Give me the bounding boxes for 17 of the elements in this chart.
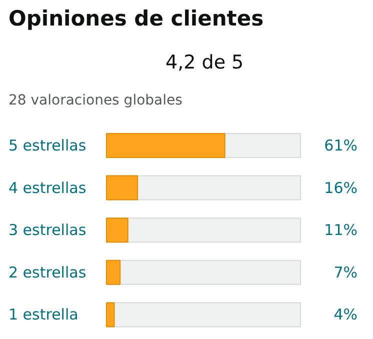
bar [106, 175, 138, 200]
data-label: 16% [324, 178, 358, 197]
y-tick-label: 4 estrellas [8, 178, 86, 197]
data-label: 4% [334, 306, 358, 324]
chart-subtitle: 4,2 de 5 [166, 52, 244, 74]
y-tick-label: 5 estrellas [8, 136, 86, 154]
bar [106, 218, 128, 243]
data-label: 7% [334, 263, 358, 282]
bar [106, 260, 121, 285]
y-tick-label: 1 estrella [8, 306, 78, 324]
data-label: 11% [324, 221, 358, 240]
y-tick-label: 3 estrellas [8, 221, 86, 240]
chart-title: Opiniones de clientes [8, 6, 264, 30]
bar [106, 302, 115, 328]
y-tick-label: 2 estrellas [8, 263, 86, 282]
data-label: 61% [324, 136, 358, 154]
text: 28 valoraciones globales [8, 92, 182, 108]
